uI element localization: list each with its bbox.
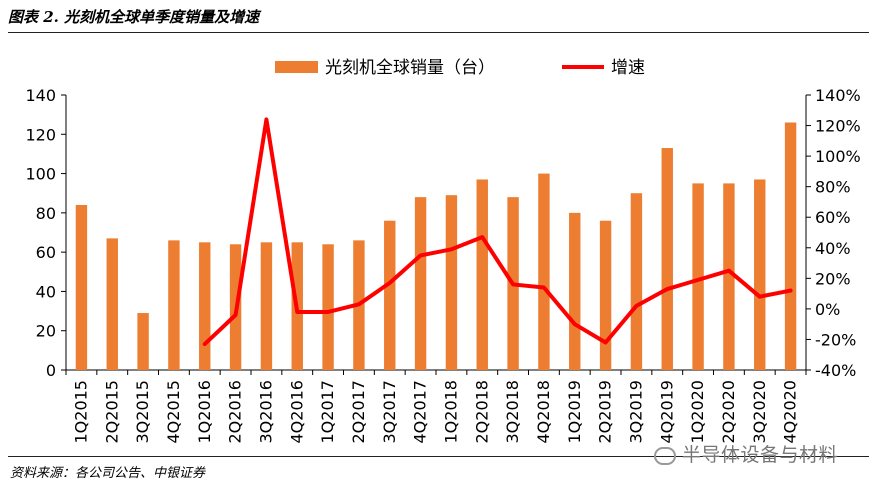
x-tick-label: 4Q2015	[164, 380, 183, 444]
wechat-icon	[654, 446, 676, 465]
x-tick-label: 2Q2020	[719, 380, 738, 444]
axes: 0 20 40 60 80 100 120 140 -40% -20% 0% 20% 40% 60% 80%…	[25, 86, 860, 380]
bar	[754, 179, 766, 370]
x-tick-label: 2Q2017	[349, 380, 368, 444]
left-tick-label: 120	[25, 125, 56, 144]
x-tick-label: 3Q2016	[256, 380, 275, 444]
right-tick-label: 40%	[815, 239, 851, 258]
right-tick-label: -40%	[815, 361, 856, 380]
bar	[106, 238, 118, 370]
bar	[476, 179, 488, 370]
footer-rule	[8, 456, 869, 457]
x-tick-label: 2Q2016	[226, 380, 245, 444]
bar	[569, 212, 581, 370]
right-tick-label: 140%	[815, 86, 861, 105]
chart-title: 图表 2. 光刻机全球单季度销量及增速	[8, 8, 260, 26]
x-tick-label: 3Q2015	[133, 380, 152, 444]
legend: 光刻机全球销量（台） 增速	[275, 58, 645, 78]
bar	[692, 183, 704, 370]
x-tick-label: 4Q2019	[657, 380, 676, 444]
x-tick-label: 3Q2020	[750, 380, 769, 444]
x-tick-label: 3Q2019	[626, 380, 645, 444]
x-tick-label: 1Q2015	[71, 380, 90, 444]
bar	[599, 220, 612, 370]
bar-series	[75, 122, 797, 370]
x-tick-label: 4Q2020	[781, 380, 800, 444]
bar	[630, 193, 643, 370]
watermark: 半导体设备与材料	[654, 440, 838, 467]
bar	[445, 195, 458, 370]
growth-line	[202, 117, 793, 347]
right-tick-label: 80%	[815, 178, 851, 197]
left-tick-label: 20	[36, 322, 56, 341]
x-tick-labels: 1Q2015 2Q2015 3Q2015 4Q2015 1Q2016 2Q2016 3Q20…	[71, 380, 799, 444]
left-tick-label: 80	[36, 204, 56, 223]
right-tick-label: -20%	[815, 330, 856, 349]
left-tick-label: 60	[36, 243, 56, 262]
legend-bar-label: 光刻机全球销量（台）	[325, 58, 495, 78]
x-tick-label: 3Q2017	[380, 380, 399, 444]
bar	[723, 183, 735, 370]
legend-line-label: 增速	[611, 58, 645, 78]
line-series	[202, 117, 793, 347]
x-tick-label: 3Q2018	[503, 380, 522, 444]
x-tick-label: 1Q2019	[565, 380, 584, 444]
legend-bar-swatch	[275, 61, 318, 73]
x-tick-label: 2Q2018	[472, 380, 491, 444]
left-tick-label: 40	[36, 282, 56, 301]
bar	[538, 173, 550, 370]
left-tick-label: 0	[46, 361, 56, 380]
bar	[199, 242, 211, 370]
bar	[384, 220, 396, 370]
right-tick-label: 20%	[815, 269, 851, 288]
bar	[260, 242, 273, 370]
x-tick-label: 1Q2017	[318, 380, 337, 444]
x-tick-label: 1Q2016	[195, 380, 214, 444]
left-tick-label: 140	[25, 86, 56, 105]
x-tick-label: 4Q2018	[534, 380, 553, 444]
bar	[322, 244, 334, 370]
right-tick-label: 60%	[815, 208, 851, 227]
bar	[784, 122, 797, 370]
right-tick-label: 120%	[815, 117, 861, 136]
x-tick-label: 4Q2017	[411, 380, 430, 444]
title-rule	[8, 32, 869, 33]
x-tick-label: 2Q2019	[596, 380, 615, 444]
bar	[168, 240, 180, 370]
x-tick-label: 2Q2015	[102, 380, 121, 444]
watermark-text: 半导体设备与材料	[682, 444, 839, 466]
x-tick-label: 1Q2020	[688, 380, 707, 444]
right-tick-label: 0%	[815, 300, 840, 319]
source-note: 资料来源：各公司公告、中银证券	[10, 466, 206, 481]
left-tick-label: 100	[25, 165, 56, 184]
bar	[137, 313, 149, 370]
x-tick-label: 4Q2016	[287, 380, 306, 444]
bar	[414, 197, 427, 370]
right-tick-label: 100%	[815, 147, 861, 166]
bar	[75, 205, 88, 370]
bar	[661, 148, 673, 370]
x-tick-label: 1Q2018	[441, 380, 460, 444]
